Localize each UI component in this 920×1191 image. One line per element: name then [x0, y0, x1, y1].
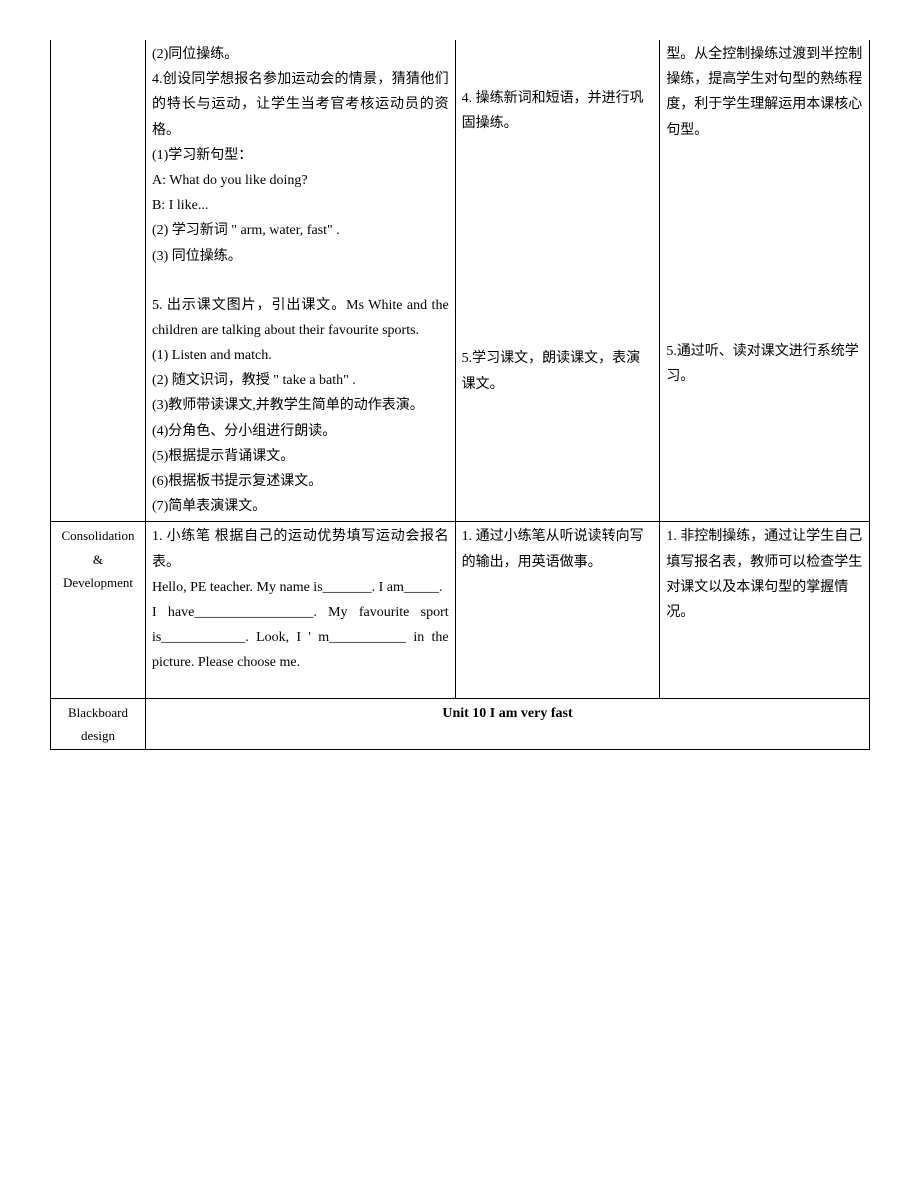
text-line: (3) 同位操练。: [152, 244, 449, 269]
text-line: 1. 小练笔 根据自己的运动优势填写运动会报名表。: [152, 524, 449, 574]
consolidation-main: 1. 小练笔 根据自己的运动优势填写运动会报名表。 Hello, PE teac…: [145, 522, 455, 698]
text-line: I have_________________. My favourite sp…: [152, 600, 449, 676]
text-line: B: I like...: [152, 193, 449, 218]
row-label-empty: [51, 40, 146, 522]
text-line: 4. 操练新词和短语，并进行巩固操练。: [462, 86, 654, 136]
presentation-right: 型。从全控制操练过渡到半控制操练，提高学生对句型的熟练程度，利于学生理解运用本课…: [660, 40, 870, 522]
text-line: (1) Listen and match.: [152, 343, 449, 368]
blackboard-content: Unit 10 I am very fast: [145, 698, 869, 750]
consolidation-mid: 1. 通过小练笔从听说读转向写的输出，用英语做事。: [455, 522, 660, 698]
text-line: (2) 随文识词，教授 " take a bath" .: [152, 368, 449, 393]
text-line: (1)学习新句型：: [152, 143, 449, 168]
text-line: (7)简单表演课文。: [152, 494, 449, 519]
presentation-main: (2)同位操练。 4.创设同学想报名参加运动会的情景，猜猜他们的特长与运动，让学…: [145, 40, 455, 522]
blackboard-label: Blackboard design: [51, 698, 146, 750]
text-line: 5.学习课文，朗读课文，表演课文。: [462, 346, 654, 396]
text-line: (6)根据板书提示复述课文。: [152, 469, 449, 494]
spacer: [462, 42, 654, 86]
text-line: 5.通过听、读对课文进行系统学习。: [666, 339, 863, 389]
presentation-mid: 4. 操练新词和短语，并进行巩固操练。 5.学习课文，朗读课文，表演课文。: [455, 40, 660, 522]
consolidation-right: 1. 非控制操练，通过让学生自己填写报名表，教师可以检查学生对课文以及本课句型的…: [660, 522, 870, 698]
text-line: (4)分角色、分小组进行朗读。: [152, 419, 449, 444]
lesson-plan-table: (2)同位操练。 4.创设同学想报名参加运动会的情景，猜猜他们的特长与运动，让学…: [50, 40, 870, 750]
text-line: A: What do you like doing?: [152, 168, 449, 193]
text-line: (2) 学习新词 " arm, water, fast" .: [152, 218, 449, 243]
spacer: [462, 136, 654, 346]
consolidation-label: Consolidation & Development: [51, 522, 146, 698]
text-line: Hello, PE teacher. My name is_______. I …: [152, 575, 449, 600]
spacer: [152, 676, 449, 696]
text-line: (5)根据提示背诵课文。: [152, 444, 449, 469]
spacer: [666, 143, 863, 339]
text-line: (2)同位操练。: [152, 42, 449, 67]
text-line: 4.创设同学想报名参加运动会的情景，猜猜他们的特长与运动，让学生当考官考核运动员…: [152, 67, 449, 143]
text-line: (3)教师带读课文,并教学生简单的动作表演。: [152, 393, 449, 418]
text-line: 型。从全控制操练过渡到半控制操练，提高学生对句型的熟练程度，利于学生理解运用本课…: [666, 42, 863, 143]
text-line: 5. 出示课文图片，引出课文。Ms White and the children…: [152, 293, 449, 343]
blank-line: [152, 269, 449, 293]
